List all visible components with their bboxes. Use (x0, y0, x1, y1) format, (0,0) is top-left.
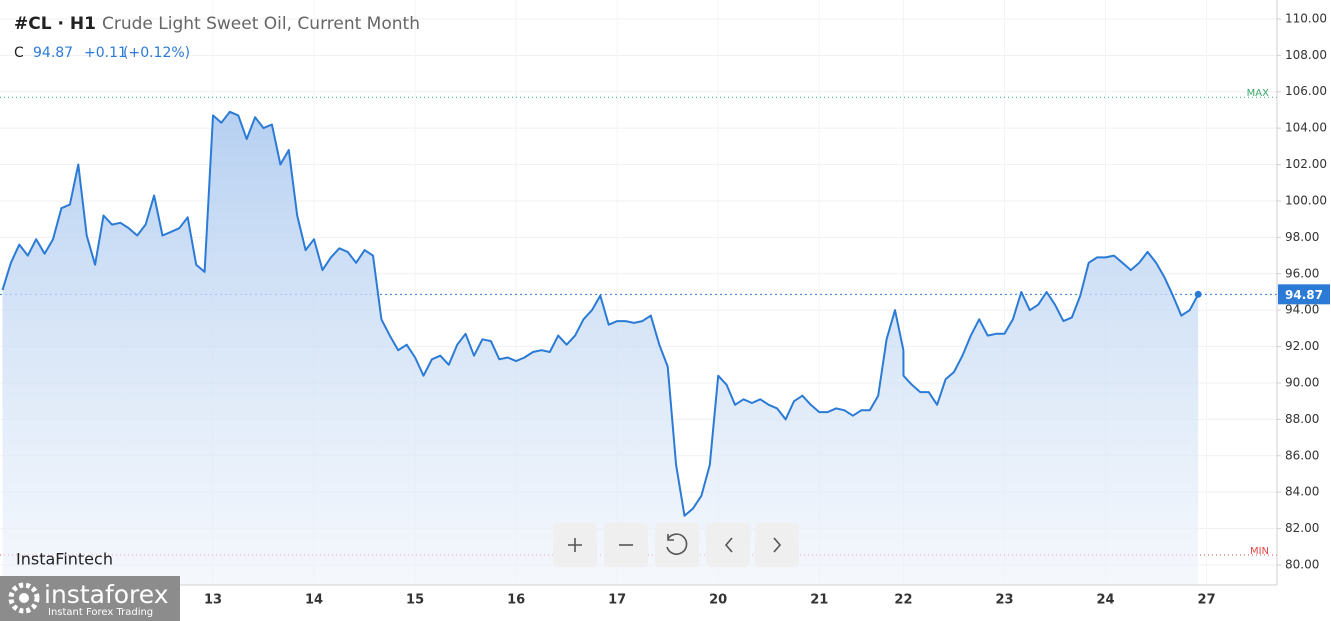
last-point (1194, 290, 1202, 298)
watermark: InstaFintech (16, 550, 113, 569)
y-tick-label: 84.00 (1285, 485, 1319, 499)
x-tick-label: 16 (507, 593, 525, 608)
y-tick-label: 108.00 (1285, 48, 1327, 62)
close-value: 94.87 (33, 45, 73, 61)
y-tick-label: 106.00 (1285, 84, 1327, 98)
y-tick-label: 96.00 (1285, 266, 1319, 280)
x-tick-label: 14 (305, 593, 323, 608)
y-tick-label: 98.00 (1285, 230, 1319, 244)
area (2, 111, 1199, 586)
zoom-controls (553, 523, 799, 567)
logo-icon (8, 582, 40, 614)
zoom-in-button[interactable] (553, 523, 597, 567)
y-tick-label: 80.00 (1285, 557, 1319, 571)
logo-box (0, 576, 180, 621)
chart-title: #CL · H1 (14, 14, 96, 34)
y-tick-label: 94.00 (1285, 303, 1319, 317)
x-tick-label: 24 (1096, 593, 1114, 608)
logo-subtext: Instant Forex Trading (48, 607, 153, 618)
logo: instaforex Instant Forex Trading (0, 576, 180, 621)
y-tick-label: 82.00 (1285, 521, 1319, 535)
logo-icon-core (19, 593, 29, 603)
price-line (1, 110, 1200, 517)
change: +0.11 (84, 45, 127, 61)
x-tick-label: 22 (894, 593, 912, 608)
close-tag (1278, 284, 1330, 305)
y-tick-label: 110.00 (1285, 11, 1327, 25)
x-tick-label: 23 (995, 593, 1013, 608)
close-tag-label: 94.87 (1285, 288, 1323, 302)
chart-subtitle: Crude Light Sweet Oil, Current Month (102, 14, 420, 34)
x-tick-label: 17 (608, 593, 626, 608)
reset-button[interactable] (655, 523, 699, 567)
change-pct: (+0.12%) (123, 45, 190, 61)
y-tick-label: 104.00 (1285, 121, 1327, 135)
y-tick-label: 92.00 (1285, 339, 1319, 353)
y-tick-label: 100.00 (1285, 193, 1327, 207)
y-tick-label: 102.00 (1285, 157, 1327, 171)
y-tick-label: 90.00 (1285, 375, 1319, 389)
close-label: C (14, 45, 24, 61)
max-label: MAX (1247, 88, 1269, 99)
x-tick-label: 13 (204, 593, 222, 608)
logo-text: instaforex (44, 580, 169, 609)
x-tick-label: 21 (810, 593, 828, 608)
min-label: MIN (1250, 546, 1269, 557)
zoom-out-button[interactable] (604, 523, 648, 567)
scroll-right-button[interactable] (755, 523, 799, 567)
x-tick-label: 27 (1198, 593, 1216, 608)
y-tick-label: 88.00 (1285, 412, 1319, 426)
y-tick-label: 86.00 (1285, 448, 1319, 462)
x-tick-label: 15 (406, 593, 424, 608)
scroll-left-button[interactable] (706, 523, 750, 567)
x-tick-label: 20 (709, 593, 727, 608)
